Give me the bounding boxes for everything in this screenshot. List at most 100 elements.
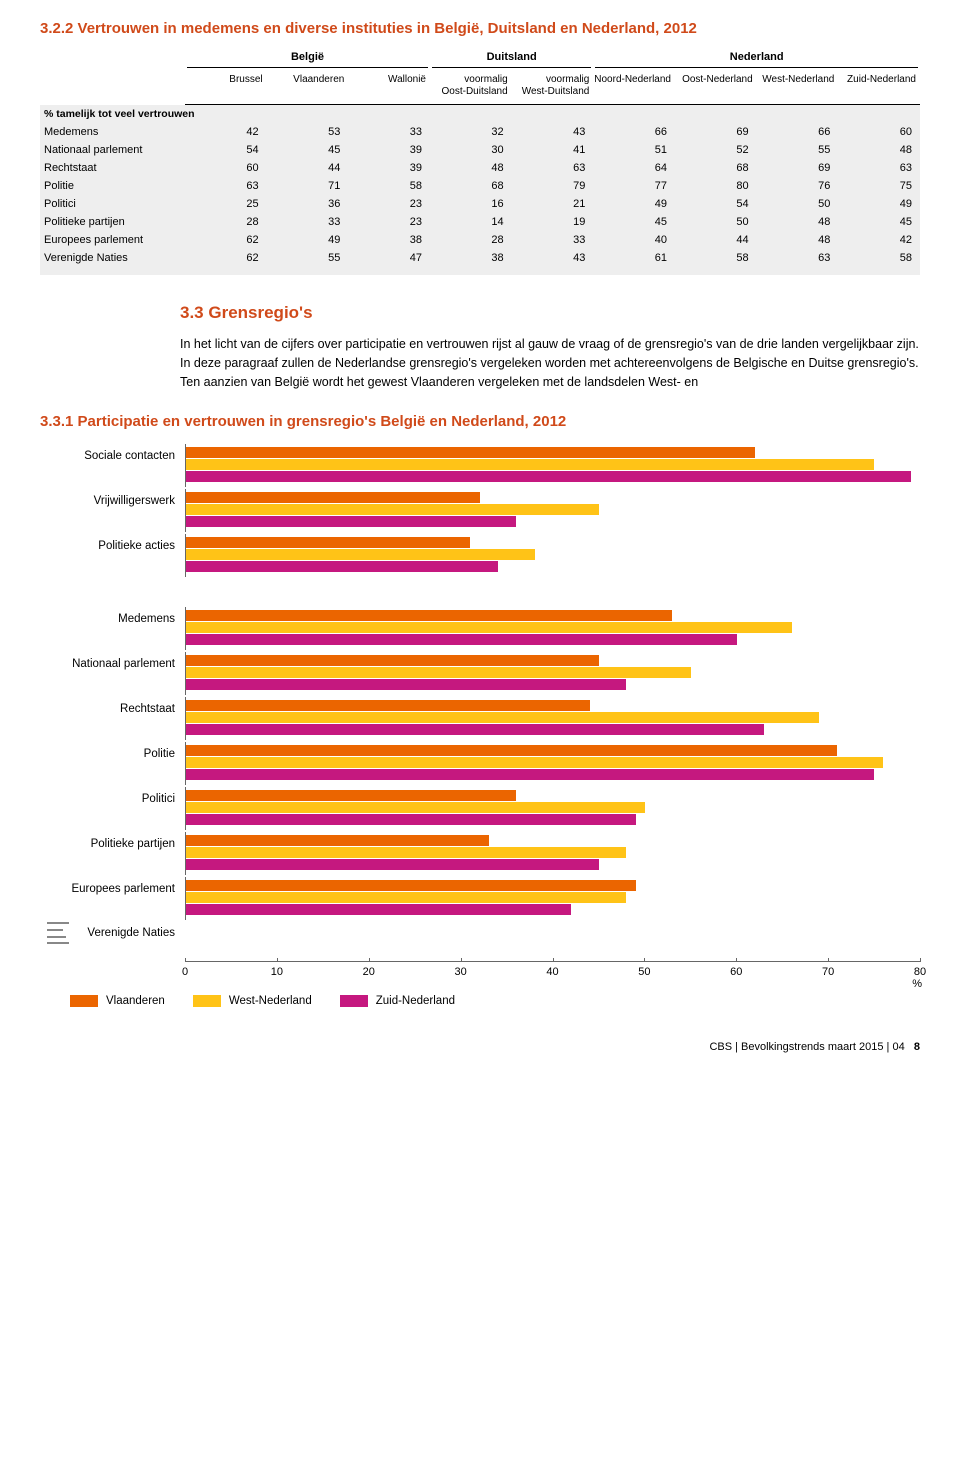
cell: 21 bbox=[512, 195, 594, 213]
bar-group bbox=[185, 489, 920, 532]
table-row: Politie637158687977807675 bbox=[40, 177, 920, 195]
table-row: Medemens425333324366696660 bbox=[40, 123, 920, 141]
table-row: Rechtstaat604439486364686963 bbox=[40, 159, 920, 177]
bar bbox=[186, 892, 626, 903]
cell: 50 bbox=[675, 213, 757, 231]
row-label: Politici bbox=[40, 195, 185, 213]
cell: 28 bbox=[185, 213, 267, 231]
bar bbox=[186, 835, 489, 846]
section-3-3-para: In het licht van de cijfers over partici… bbox=[180, 335, 920, 391]
cell: 39 bbox=[348, 141, 430, 159]
cell: 71 bbox=[267, 177, 349, 195]
bar bbox=[186, 471, 911, 482]
legend-0: Vlaanderen bbox=[106, 995, 165, 1007]
cell: 32 bbox=[430, 123, 512, 141]
chart-row-label: Vrijwilligerswerk bbox=[40, 489, 185, 508]
row-label: Verenigde Naties bbox=[40, 249, 185, 267]
chart-row-label: Verenigde Naties bbox=[87, 927, 175, 939]
cell: 60 bbox=[838, 123, 920, 141]
cell: 49 bbox=[267, 231, 349, 249]
table-row: Politici253623162149545049 bbox=[40, 195, 920, 213]
bar bbox=[186, 757, 883, 768]
col-header: Noord-Nederland bbox=[593, 74, 675, 104]
chart-row-label: Sociale contacten bbox=[40, 444, 185, 463]
page-footer: CBS | Bevolkingstrends maart 2015 | 04 8 bbox=[40, 1041, 920, 1053]
cell: 43 bbox=[512, 123, 594, 141]
cell: 33 bbox=[512, 231, 594, 249]
bar bbox=[186, 802, 645, 813]
table-row: Verenigde Naties625547384361586358 bbox=[40, 249, 920, 267]
table-row: Nationaal parlement544539304151525548 bbox=[40, 141, 920, 159]
group-nl: Nederland bbox=[595, 51, 918, 68]
cell: 39 bbox=[348, 159, 430, 177]
section-3-3-heading: 3.3 Grensregio's bbox=[180, 303, 920, 323]
col-header: Brussel bbox=[185, 74, 267, 104]
cell: 30 bbox=[430, 141, 512, 159]
cell: 51 bbox=[593, 141, 675, 159]
cell: 48 bbox=[430, 159, 512, 177]
cell: 62 bbox=[185, 231, 267, 249]
bar bbox=[186, 745, 837, 756]
chart-row-label: Medemens bbox=[40, 607, 185, 626]
tick-label: 30 bbox=[455, 966, 467, 978]
cell: 42 bbox=[838, 231, 920, 249]
col-header: Wallonië bbox=[348, 74, 430, 104]
cell: 75 bbox=[838, 177, 920, 195]
cell: 38 bbox=[430, 249, 512, 267]
cell: 66 bbox=[757, 123, 839, 141]
group-be: België bbox=[187, 51, 428, 68]
row-label: Politie bbox=[40, 177, 185, 195]
cell: 62 bbox=[185, 249, 267, 267]
cell: 50 bbox=[757, 195, 839, 213]
tick-label: 0 bbox=[182, 966, 188, 978]
bar-group bbox=[185, 697, 920, 740]
cell: 76 bbox=[757, 177, 839, 195]
cell: 33 bbox=[267, 213, 349, 231]
bar bbox=[186, 549, 535, 560]
bar-group bbox=[185, 652, 920, 695]
cell: 77 bbox=[593, 177, 675, 195]
cell: 38 bbox=[348, 231, 430, 249]
bar bbox=[186, 814, 636, 825]
cell: 36 bbox=[267, 195, 349, 213]
cell: 58 bbox=[348, 177, 430, 195]
cell: 28 bbox=[430, 231, 512, 249]
row-label: Politieke partijen bbox=[40, 213, 185, 231]
cell: 23 bbox=[348, 213, 430, 231]
legend-2: Zuid-Nederland bbox=[376, 995, 455, 1007]
bar-group bbox=[185, 787, 920, 830]
cell: 49 bbox=[593, 195, 675, 213]
bar bbox=[186, 679, 626, 690]
group-de: Duitsland bbox=[432, 51, 591, 68]
cell: 54 bbox=[675, 195, 757, 213]
cell: 63 bbox=[512, 159, 594, 177]
col-header: West-Nederland bbox=[757, 74, 839, 104]
bar bbox=[186, 634, 737, 645]
cell: 61 bbox=[593, 249, 675, 267]
table-subhead: % tamelijk tot veel vertrouwen bbox=[40, 105, 920, 123]
tick-label: 50 bbox=[638, 966, 650, 978]
cell: 80 bbox=[675, 177, 757, 195]
cell: 66 bbox=[593, 123, 675, 141]
row-label: Nationaal parlement bbox=[40, 141, 185, 159]
tick-label: 70 bbox=[822, 966, 834, 978]
cell: 45 bbox=[593, 213, 675, 231]
bar bbox=[186, 847, 626, 858]
bar bbox=[186, 712, 819, 723]
chart-title: 3.3.1 Participatie en vertrouwen in gren… bbox=[40, 413, 920, 430]
cell: 54 bbox=[185, 141, 267, 159]
cell: 44 bbox=[267, 159, 349, 177]
cell: 63 bbox=[838, 159, 920, 177]
row-label: Medemens bbox=[40, 123, 185, 141]
bar-group bbox=[185, 444, 920, 487]
cell: 42 bbox=[185, 123, 267, 141]
cell: 23 bbox=[348, 195, 430, 213]
bar bbox=[186, 859, 599, 870]
bar bbox=[186, 724, 764, 735]
row-label: Rechtstaat bbox=[40, 159, 185, 177]
cell: 14 bbox=[430, 213, 512, 231]
trust-table: België Duitsland Nederland BrusselVlaand… bbox=[40, 51, 920, 275]
bar bbox=[186, 561, 498, 572]
cell: 55 bbox=[757, 141, 839, 159]
legend-1: West-Nederland bbox=[229, 995, 312, 1007]
